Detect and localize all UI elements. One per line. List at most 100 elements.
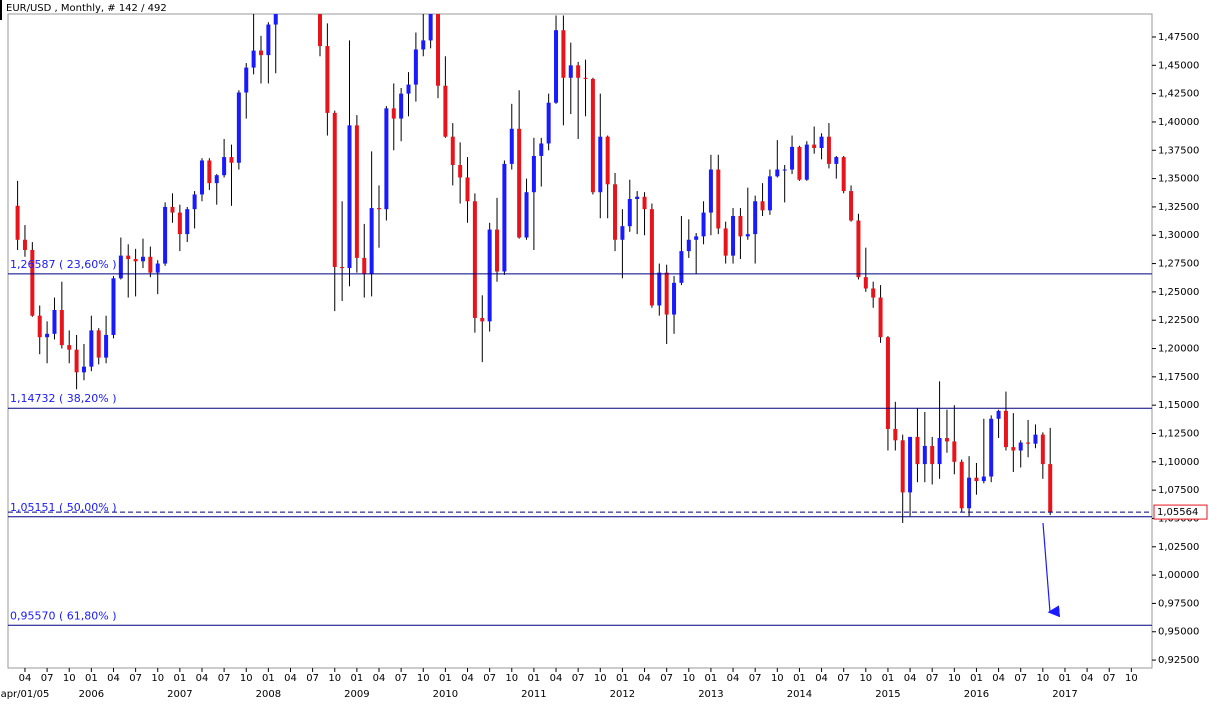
y-tick-label: 1,07500 bbox=[1158, 485, 1199, 496]
x-tick-label: 01 bbox=[882, 673, 895, 684]
x-tick-label: 04 bbox=[727, 673, 740, 684]
y-tick-label: 1,25000 bbox=[1158, 287, 1199, 298]
candle-body bbox=[30, 249, 35, 316]
candle-body bbox=[753, 201, 758, 235]
y-tick-label: 0,92500 bbox=[1158, 655, 1199, 666]
x-tick-label: 07 bbox=[926, 673, 939, 684]
last-price-label: 1,05564 bbox=[1157, 507, 1198, 518]
x-tick-label: 10 bbox=[328, 673, 341, 684]
x-tick-label: 01 bbox=[85, 673, 98, 684]
candle-body bbox=[782, 169, 787, 171]
candle-body bbox=[598, 136, 603, 193]
candle-body bbox=[347, 125, 352, 269]
candle-body bbox=[81, 366, 86, 373]
last-price-box bbox=[1153, 504, 1208, 520]
candle-body bbox=[974, 477, 979, 482]
x-tick-label: 07 bbox=[837, 673, 850, 684]
x-tick-label: 04 bbox=[550, 673, 563, 684]
x-tick-label: 10 bbox=[151, 673, 164, 684]
candle-body bbox=[37, 315, 42, 338]
x-tick-label: 07 bbox=[41, 673, 54, 684]
x-tick-label: 01 bbox=[528, 673, 541, 684]
x-tick-label: 10 bbox=[63, 673, 76, 684]
candle-body bbox=[266, 24, 271, 56]
x-tick-label: 10 bbox=[594, 673, 607, 684]
candle-body bbox=[657, 272, 662, 306]
y-tick-label: 1,02500 bbox=[1158, 542, 1199, 553]
x-tick-label: 10 bbox=[505, 673, 518, 684]
candle-body bbox=[1018, 442, 1023, 451]
y-tick-label: 1,30000 bbox=[1158, 230, 1199, 241]
candle-body bbox=[251, 50, 256, 68]
x-tick-label: 04 bbox=[815, 673, 828, 684]
candle-body bbox=[354, 125, 359, 258]
candle-body bbox=[1033, 434, 1038, 444]
candle-body bbox=[362, 257, 367, 274]
candle-body bbox=[694, 236, 699, 240]
candle-body bbox=[944, 438, 949, 442]
candle-body bbox=[915, 436, 920, 465]
x-tick-label: 07 bbox=[306, 673, 319, 684]
x-tick-label: 07 bbox=[1103, 673, 1116, 684]
candle-body bbox=[967, 477, 972, 509]
candle-body bbox=[96, 330, 101, 358]
x-tick-label: 10 bbox=[682, 673, 695, 684]
candle-body bbox=[22, 239, 27, 250]
candle-body bbox=[273, 14, 278, 25]
candle-body bbox=[450, 136, 455, 166]
y-tick-label: 1,17500 bbox=[1158, 372, 1199, 383]
candle-body bbox=[391, 108, 396, 119]
candle-body bbox=[539, 143, 544, 156]
candle-body bbox=[590, 78, 595, 193]
candle-body bbox=[856, 220, 861, 278]
candle-body bbox=[723, 228, 728, 256]
candle-body bbox=[52, 310, 57, 334]
x-tick-label: 04 bbox=[284, 673, 297, 684]
candle-body bbox=[554, 30, 559, 103]
candle-body bbox=[826, 136, 831, 164]
candle-body bbox=[258, 50, 263, 56]
candle-body bbox=[140, 256, 145, 262]
candle-body bbox=[620, 226, 625, 240]
candle-body bbox=[170, 206, 175, 213]
candle-body bbox=[177, 212, 182, 235]
candle-body bbox=[472, 201, 477, 318]
candle-body bbox=[1026, 442, 1031, 444]
candle-body bbox=[133, 259, 138, 262]
candle-body bbox=[1011, 447, 1016, 451]
candle-body bbox=[664, 272, 669, 315]
year-label: 2008 bbox=[256, 689, 281, 700]
candle-body bbox=[708, 169, 713, 213]
x-tick-label: 01 bbox=[970, 673, 983, 684]
candle-body bbox=[104, 334, 109, 358]
year-label: 2013 bbox=[698, 689, 723, 700]
candle-body bbox=[561, 30, 566, 78]
x-tick-label: 07 bbox=[129, 673, 142, 684]
fib-label: 1,14732 ( 38,20% ) bbox=[10, 392, 117, 405]
y-tick-label: 1,20000 bbox=[1158, 344, 1199, 355]
candle-body bbox=[989, 418, 994, 477]
y-tick-label: 1,15000 bbox=[1158, 400, 1199, 411]
x-tick-label: 01 bbox=[705, 673, 718, 684]
candle-body bbox=[841, 157, 846, 192]
x-tick-label: 04 bbox=[196, 673, 209, 684]
candle-body bbox=[236, 92, 241, 163]
candle-body bbox=[148, 256, 153, 273]
year-label: 2014 bbox=[787, 689, 812, 700]
candle-body bbox=[524, 192, 529, 238]
candle-body bbox=[332, 112, 337, 267]
candle-body bbox=[229, 157, 234, 163]
x-tick-label: 04 bbox=[373, 673, 386, 684]
plot-frame bbox=[7, 13, 1153, 669]
x-tick-label: 10 bbox=[240, 673, 253, 684]
candle-body bbox=[775, 169, 780, 177]
year-label: 2006 bbox=[79, 689, 104, 700]
year-label: 2016 bbox=[964, 689, 989, 700]
candle-body bbox=[531, 155, 536, 193]
y-tick-label: 1,35000 bbox=[1158, 174, 1199, 185]
x-tick-label: 04 bbox=[107, 673, 120, 684]
candle-body bbox=[871, 288, 876, 298]
fib-label: 0,95570 ( 61,80% ) bbox=[10, 609, 117, 622]
chart-title: EUR/USD , Monthly, # 142 / 492 bbox=[6, 3, 167, 14]
